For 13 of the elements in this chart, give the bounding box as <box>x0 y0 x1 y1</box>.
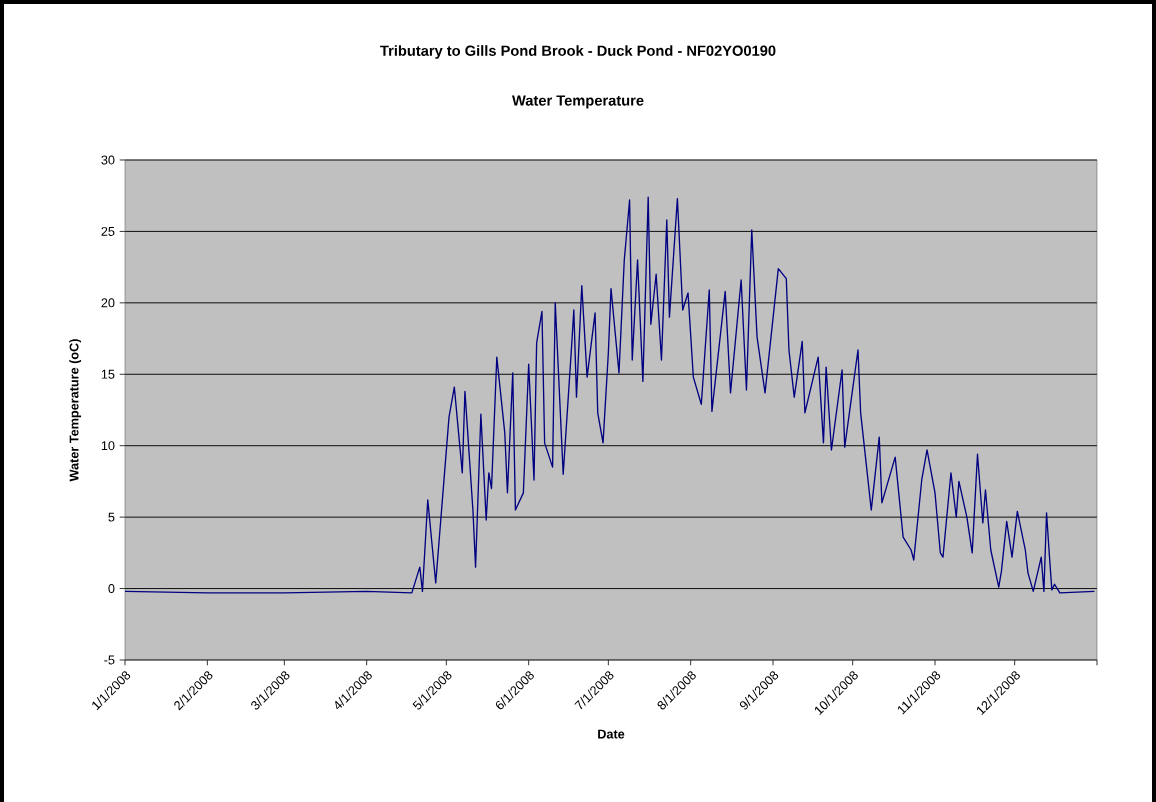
y-tick-label: 30 <box>101 155 115 165</box>
chart-subtitle: Water Temperature <box>512 95 644 109</box>
y-tick-label: -5 <box>104 655 115 665</box>
y-axis-title: Water Temperature (oC) <box>69 339 82 482</box>
y-tick-label: 0 <box>108 584 115 594</box>
x-axis-title: Date <box>598 729 625 739</box>
chart-title: Tributary to Gills Pond Brook - Duck Pond - NF02YO0190 <box>380 45 776 59</box>
y-tick-label: 15 <box>101 369 115 379</box>
y-tick-label: 25 <box>101 226 115 236</box>
y-tick-label: 20 <box>101 298 115 308</box>
y-tick-label: 5 <box>108 512 115 522</box>
y-tick-label: 10 <box>101 441 115 451</box>
line-series <box>125 196 1096 594</box>
